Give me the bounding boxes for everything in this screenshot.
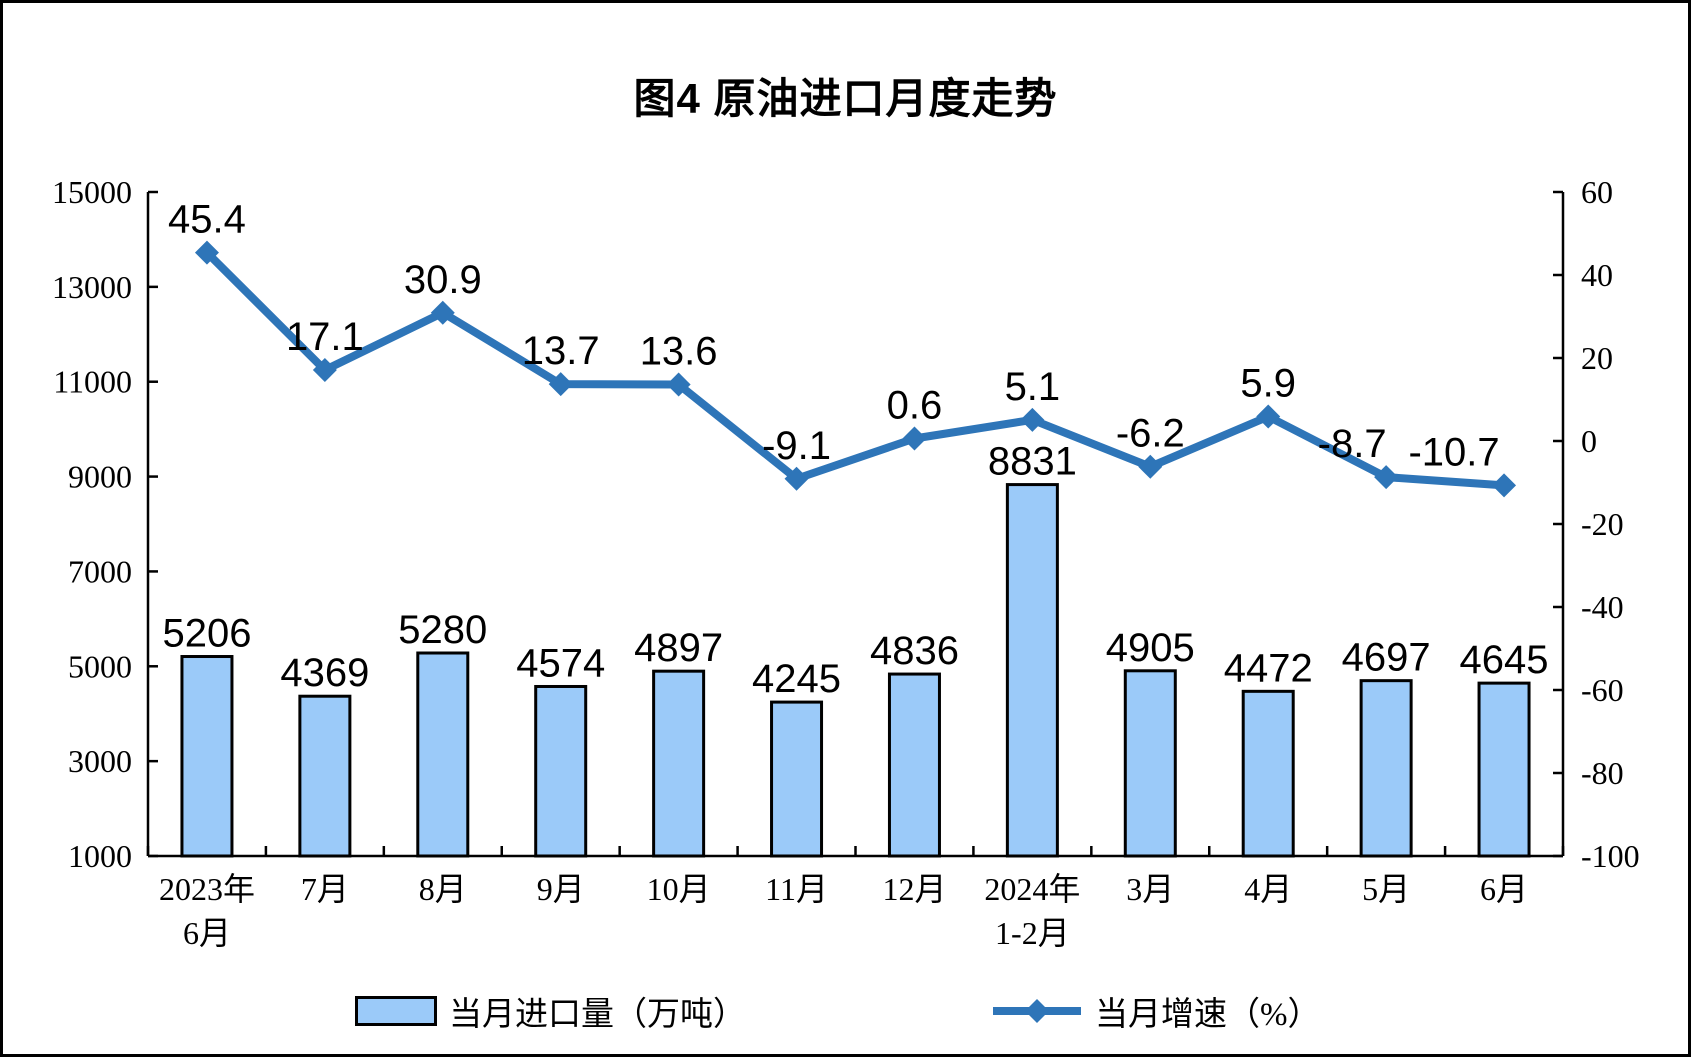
bar	[1477, 681, 1531, 858]
x-axis-label: 10月	[647, 871, 711, 907]
line-value-label: -6.2	[1116, 412, 1185, 456]
bar	[416, 651, 470, 858]
bar	[1359, 679, 1413, 858]
x-axis-label: 6月	[1480, 871, 1528, 907]
diamond-marker	[666, 372, 691, 397]
growth-line	[202, 248, 1509, 490]
legend-item-growth: 当月增速（%）	[991, 985, 1321, 1037]
bar	[652, 669, 706, 858]
left-axis-tick-label: 9000	[68, 459, 132, 495]
left-axis-tick-label: 3000	[68, 743, 132, 779]
bar	[298, 694, 352, 858]
right-axis-tick-label: -100	[1581, 838, 1640, 874]
line-value-label: 45.4	[168, 198, 246, 242]
line-value-label: -9.1	[762, 424, 831, 468]
legend-label-growth: 当月增速（%）	[1095, 997, 1321, 1033]
right-axis-tick-label: -80	[1581, 755, 1624, 791]
right-axis-tick-label: 60	[1581, 174, 1613, 210]
right-axis-tick-label: -20	[1581, 506, 1624, 542]
diamond-marker	[548, 372, 573, 397]
bar-value-label: 4836	[870, 629, 959, 673]
bar	[887, 672, 941, 858]
chart-title: 图4 原油进口月度走势	[633, 75, 1058, 122]
line-value-label: 30.9	[404, 258, 482, 302]
line-swatch-icon	[993, 999, 1081, 1023]
diamond-marker	[430, 300, 455, 325]
bar-value-label: 4369	[280, 651, 369, 695]
bars-series	[180, 483, 1531, 858]
x-axis-label-line2: 6月	[183, 915, 231, 951]
axis-labels: 15000 13000 11000 9000 7000 5000 3000 1000 60 40 2…	[52, 174, 1640, 951]
bar-value-label: 5206	[162, 612, 251, 656]
diamond-marker	[1138, 454, 1163, 479]
right-axis-tick-label: 0	[1581, 423, 1597, 459]
bar	[1005, 483, 1059, 858]
bar-value-label: 4574	[516, 641, 605, 685]
x-axis-label: 3月	[1126, 871, 1174, 907]
diamond-marker	[312, 358, 337, 383]
x-axis-label: 5月	[1362, 871, 1410, 907]
bar	[534, 684, 588, 858]
bar-value-label: 4897	[634, 626, 723, 670]
x-axis-label: 11月	[765, 871, 828, 907]
legend-label-imports: 当月进口量（万吨）	[449, 997, 746, 1033]
line-series	[194, 240, 1517, 498]
diamond-marker	[194, 240, 219, 265]
left-axis-tick-label: 5000	[68, 648, 132, 684]
bar-value-label: 5280	[398, 608, 487, 652]
bar	[1241, 689, 1295, 858]
line-value-label: 0.6	[887, 384, 943, 428]
axes	[146, 190, 1565, 858]
diamond-marker	[784, 466, 809, 491]
bar	[1123, 669, 1177, 858]
line-value-label: 13.7	[522, 329, 600, 373]
left-axis-tick-label: 13000	[52, 269, 132, 305]
bar	[770, 700, 824, 858]
line-value-label: 13.6	[640, 330, 718, 374]
bar-value-label: 4905	[1106, 626, 1195, 670]
right-axis-tick-label: -60	[1581, 672, 1624, 708]
line-value-label: 17.1	[286, 315, 364, 359]
bar-value-label: 4472	[1224, 646, 1313, 690]
bar-swatch-icon	[355, 996, 437, 1026]
x-axis-label: 4月	[1244, 871, 1292, 907]
bar-value-label: 8831	[988, 440, 1077, 484]
legend: 当月进口量（万吨） 当月增速（%）	[3, 985, 1688, 1037]
right-axis-tick-label: 40	[1581, 257, 1613, 293]
left-axis-tick-label: 1000	[68, 838, 132, 874]
x-axis-label: 7月	[301, 871, 349, 907]
line-value-label: -8.7	[1318, 422, 1387, 466]
bar-value-label: 4697	[1342, 636, 1431, 680]
diamond-marker	[1256, 404, 1281, 429]
x-axis-label: 2023年	[159, 871, 255, 907]
bar	[180, 655, 234, 858]
x-axis-label-line2: 1-2月	[995, 915, 1070, 951]
legend-item-imports: 当月进口量（万吨）	[355, 985, 746, 1037]
diamond-marker	[902, 426, 927, 451]
bar-value-label: 4645	[1460, 638, 1549, 682]
x-axis-label: 12月	[882, 871, 946, 907]
x-axis-label: 2024年	[984, 871, 1080, 907]
plot-area: 15000 13000 11000 9000 7000 5000 3000 1000 60 40 2…	[52, 174, 1640, 951]
diamond-marker	[1492, 473, 1517, 498]
diamond-marker	[1020, 407, 1045, 432]
line-value-label: 5.1	[1005, 365, 1061, 409]
x-axis-label: 8月	[419, 871, 467, 907]
left-axis-tick-label: 15000	[52, 174, 132, 210]
line-value-label: -10.7	[1408, 430, 1499, 474]
x-axis-label: 9月	[537, 871, 585, 907]
line-value-label: 5.9	[1240, 362, 1296, 406]
left-axis-tick-label: 7000	[68, 553, 132, 589]
bar-value-label: 4245	[752, 657, 841, 701]
right-axis-tick-label: 20	[1581, 340, 1613, 376]
right-axis-tick-label: -40	[1581, 589, 1624, 625]
left-axis-tick-label: 11000	[53, 364, 132, 400]
diamond-marker	[1374, 465, 1399, 490]
data-labels: 5206 4369 5280 4574 4897 4245 4836 8831 4905 4472…	[162, 198, 1548, 702]
